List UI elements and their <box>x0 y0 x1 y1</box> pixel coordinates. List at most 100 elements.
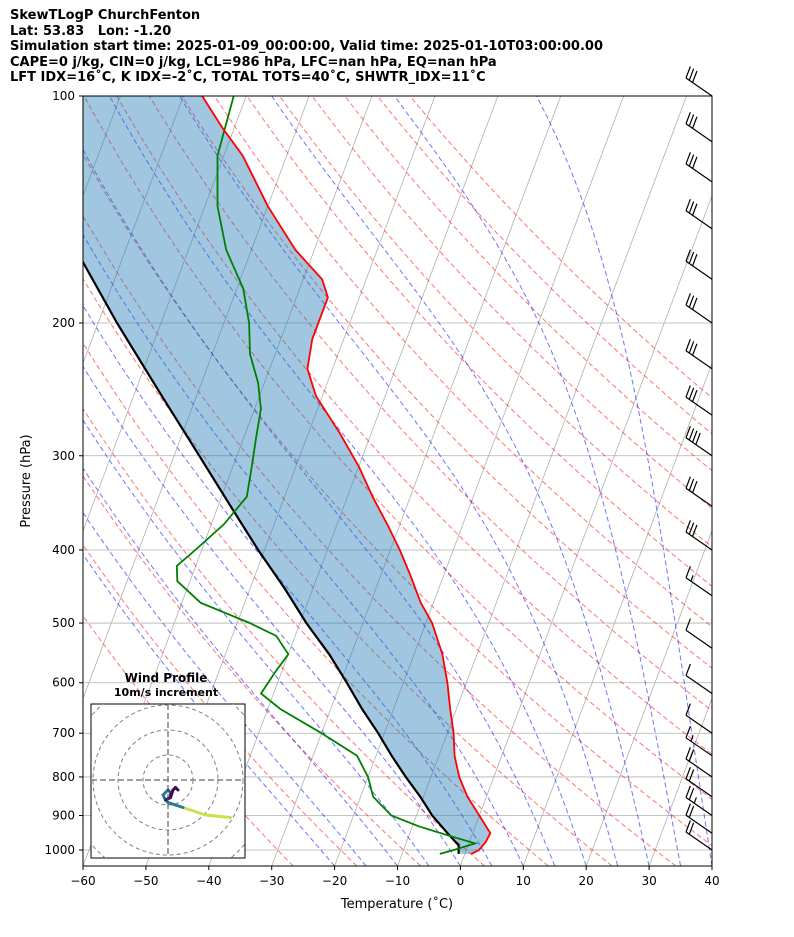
x-tick-label: −60 <box>70 874 95 888</box>
wind-barb <box>685 565 713 597</box>
dry-adiabat <box>344 96 712 472</box>
wind-barb-feather <box>688 387 695 400</box>
x-axis-label: Temperature (˚C) <box>340 896 453 912</box>
y-tick-label: 400 <box>52 543 75 557</box>
wind-barb-feather <box>685 726 691 739</box>
dry-adiabat <box>83 475 422 866</box>
isotherm-gridline <box>83 96 184 365</box>
wind-barb <box>685 385 713 416</box>
wind-barb-staff <box>685 77 713 97</box>
wind-barb-feather <box>685 565 691 578</box>
wind-barb-feather <box>688 769 695 782</box>
wind-barb-feather <box>692 156 698 169</box>
x-tick-label: −50 <box>133 874 158 888</box>
wind-barb <box>685 726 713 757</box>
wind-barb <box>685 803 713 834</box>
wind-barb-feather <box>685 767 691 780</box>
wind-barb-staff <box>685 260 713 280</box>
dry-adiabat <box>83 153 712 847</box>
wind-barb-feather <box>685 785 691 798</box>
plot-area <box>83 96 712 866</box>
hodograph-plot <box>91 704 245 858</box>
x-tick-label: 20 <box>579 874 594 888</box>
isotherm-gridline <box>83 96 247 533</box>
wind-barb-staff <box>685 758 713 778</box>
wind-barb-feather <box>685 803 691 816</box>
dry-adiabat <box>279 96 712 548</box>
y-tick-label: 700 <box>52 726 75 740</box>
wind-barb <box>685 476 713 507</box>
wind-barb-staff <box>685 437 713 457</box>
x-tick-label: −10 <box>385 874 410 888</box>
y-tick-label: 600 <box>52 676 75 690</box>
y-tick-label: 900 <box>52 809 75 823</box>
wind-barb-half-feather <box>693 797 697 804</box>
moist-adiabat <box>394 96 681 866</box>
wind-barb <box>685 663 713 694</box>
wind-barb-feather <box>692 430 698 443</box>
hodograph-segment <box>174 786 180 792</box>
wind-barbs <box>685 66 713 851</box>
x-tick-label: 30 <box>641 874 656 888</box>
wind-barb-staff <box>685 577 713 597</box>
dry-adiabat <box>83 277 613 866</box>
wind-barb <box>685 520 713 551</box>
dry-adiabat <box>246 96 712 587</box>
moist-adiabat <box>83 233 524 866</box>
wind-barb-staff <box>685 797 713 817</box>
title-cape: CAPE=0 j/kg, CIN=0 j/kg, LCL=986 hPa, LF… <box>10 54 497 70</box>
wind-barb <box>685 618 713 649</box>
wind-barb-staff <box>685 123 713 143</box>
wind-barb-feather <box>688 154 695 167</box>
wind-barb-staff <box>685 531 713 551</box>
wind-barb-half-feather <box>690 575 694 582</box>
moist-adiabat <box>83 553 335 866</box>
wind-barb <box>685 767 713 798</box>
hodograph-title: Wind Profile <box>125 671 208 685</box>
temperature-line <box>201 96 492 855</box>
wind-barb-feather <box>685 747 691 760</box>
wind-barb-feather <box>685 385 691 398</box>
wind-barb <box>685 703 713 734</box>
moist-adiabat <box>83 511 367 866</box>
hodograph-segment <box>204 813 232 819</box>
cin-shading <box>83 96 491 854</box>
wind-barb-feather <box>692 116 698 129</box>
isotherm-gridline <box>711 864 712 866</box>
wind-barb-feather <box>685 198 691 211</box>
dewpoint-line <box>175 96 479 855</box>
moist-adiabat <box>109 96 587 866</box>
wind-barb <box>685 198 713 230</box>
wind-barb <box>685 66 713 97</box>
y-tick-label: 800 <box>52 770 75 784</box>
wind-barb <box>685 293 713 324</box>
wind-barb-feather <box>688 114 695 127</box>
wind-barb-feather <box>688 68 695 81</box>
wind-barb-feather <box>692 70 698 83</box>
wind-barb-staff <box>685 737 713 757</box>
x-tick-label: −40 <box>196 874 221 888</box>
y-tick-label: 300 <box>52 449 75 463</box>
x-tick-label: −20 <box>322 874 347 888</box>
wind-barb-feather <box>688 788 695 801</box>
hodograph-segment <box>181 806 207 817</box>
wind-barb <box>685 747 713 778</box>
moist-adiabat <box>83 467 398 866</box>
dry-adiabat <box>83 544 358 866</box>
wind-barb-feather <box>688 201 695 214</box>
wind-barb-feather <box>685 520 691 533</box>
y-tick-label: 100 <box>52 89 75 103</box>
isotherm-gridline <box>585 529 712 866</box>
isotherm-gridline <box>648 697 712 866</box>
hodograph-subtitle: 10m/s increment <box>114 686 218 699</box>
wind-barb <box>685 111 713 143</box>
wind-barb-feather <box>688 522 695 535</box>
wind-barb-feather <box>685 249 691 262</box>
wind-barb-feather <box>688 822 695 835</box>
dry-adiabat <box>83 407 485 866</box>
wind-barb-staff <box>685 304 713 324</box>
wind-barb-feather <box>692 203 698 216</box>
wind-barb-staff <box>685 814 713 834</box>
